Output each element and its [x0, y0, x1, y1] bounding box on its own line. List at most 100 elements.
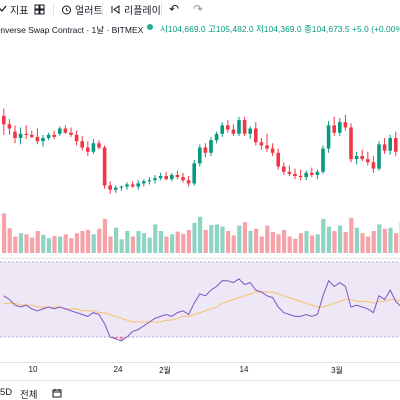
- volume-bar: [254, 228, 259, 253]
- volume-bar: [91, 234, 96, 253]
- candle-body: [276, 152, 280, 167]
- volume-bar: [46, 238, 51, 253]
- candle-body: [181, 177, 185, 181]
- candle-body: [214, 133, 219, 141]
- volume-bar: [7, 228, 12, 253]
- volume-bar: [310, 235, 315, 253]
- time-axis[interactable]: 10 24 2월 14 3월: [0, 362, 400, 376]
- volume-bar: [102, 218, 107, 253]
- candle-body: [310, 172, 314, 175]
- candle-body: [338, 122, 342, 133]
- symbol-title[interactable]: Inverse Swap Contract · 1날 · BITMEX: [0, 25, 144, 35]
- candle-body: [209, 140, 213, 153]
- toolbar-templates-button[interactable]: [34, 2, 45, 16]
- candle-body: [147, 180, 152, 182]
- volume-bar: [147, 237, 152, 253]
- volume-bar: [181, 233, 186, 253]
- volume-bar: [282, 229, 287, 253]
- candle-body: [287, 171, 292, 174]
- volume-bar: [226, 231, 231, 253]
- volume-bar: [276, 234, 281, 253]
- candle-body: [46, 134, 51, 138]
- axis-divider: [0, 362, 400, 363]
- volume-bar: [270, 232, 275, 253]
- candle-body: [326, 125, 331, 149]
- toolbar-alert-button[interactable]: 얼러트: [61, 2, 103, 17]
- rsi-oversold-fill: [113, 337, 125, 341]
- volume-bar: [114, 227, 119, 253]
- volume-bar: [287, 236, 292, 253]
- candle-body: [108, 185, 112, 190]
- redo-button[interactable]: ↷: [193, 2, 203, 16]
- candle-body: [69, 132, 73, 135]
- volume-bar: [209, 224, 214, 253]
- candle-body: [265, 145, 269, 149]
- volume-bar: [69, 238, 74, 253]
- volume-bar: [13, 236, 18, 253]
- candle-body: [254, 128, 258, 143]
- candle-body: [298, 176, 303, 178]
- undo-button[interactable]: ↶: [169, 2, 179, 16]
- pane-divider[interactable]: [0, 258, 400, 259]
- indicator-icon: [0, 5, 7, 12]
- range-all-button[interactable]: 전체: [20, 390, 38, 400]
- ohlc-values: 시104,669.0 고105,482.0 저104,369.0 종104,67…: [160, 24, 400, 34]
- candle-body: [30, 134, 34, 137]
- volume-bar: [41, 234, 46, 253]
- toolbar-separator: [53, 3, 54, 15]
- volume-bar: [58, 236, 63, 253]
- candle-body: [226, 125, 230, 130]
- candle-body: [136, 183, 140, 187]
- volume-bar: [377, 224, 382, 253]
- candle-body: [343, 122, 348, 128]
- volume-bar: [259, 236, 264, 253]
- toolbar-replay-button[interactable]: 리플레이: [110, 2, 161, 17]
- candle-body: [259, 142, 264, 146]
- candle-body: [41, 138, 45, 142]
- volume-bar: [220, 226, 225, 253]
- candle-body: [164, 176, 168, 180]
- volume-bar: [136, 231, 141, 253]
- volume-bar: [293, 238, 298, 253]
- candle-body: [192, 163, 196, 184]
- volume-bar: [119, 239, 124, 253]
- toolbar-indicators-button[interactable]: 지표: [0, 2, 28, 17]
- time-axis-label: 3월: [331, 366, 343, 375]
- undo-icon: ↶: [169, 2, 180, 16]
- volume-bar: [97, 228, 102, 253]
- volume-bar: [360, 233, 365, 253]
- bottom-divider: [0, 380, 400, 381]
- candle-body: [332, 125, 336, 133]
- volume-bar: [338, 225, 343, 253]
- candle-body: [349, 127, 353, 160]
- candle-body: [1, 115, 6, 125]
- range-5d-button[interactable]: 5D: [0, 387, 13, 398]
- candle-body: [97, 143, 101, 148]
- candle-body: [377, 144, 381, 169]
- volume-bar: [108, 236, 113, 253]
- candles: [1, 108, 398, 194]
- candle-body: [170, 174, 174, 180]
- candle-body: [315, 171, 320, 175]
- volume-bar: [265, 225, 270, 253]
- candle-body: [142, 181, 146, 184]
- volume-bar: [242, 222, 247, 253]
- rsi-band: [0, 262, 400, 337]
- volume-bar: [24, 234, 29, 253]
- candle-body: [158, 176, 163, 179]
- calendar-icon[interactable]: [52, 388, 62, 398]
- volume-bar: [382, 228, 387, 253]
- volume-bar: [315, 234, 320, 253]
- volume-bar: [35, 231, 40, 253]
- top-toolbar: 지표 얼러트 리플레이 ↶ ↷: [0, 0, 400, 18]
- volume-bar: [158, 231, 163, 253]
- volume-bar: [231, 235, 236, 253]
- candle-body: [74, 134, 79, 142]
- candle-body: [119, 186, 124, 188]
- bottom-bar: 5D 전체: [0, 383, 400, 400]
- volume-bar: [86, 229, 91, 253]
- volume-bar: [18, 233, 23, 253]
- volume-bar: [2, 213, 7, 253]
- volume-bar: [192, 222, 197, 253]
